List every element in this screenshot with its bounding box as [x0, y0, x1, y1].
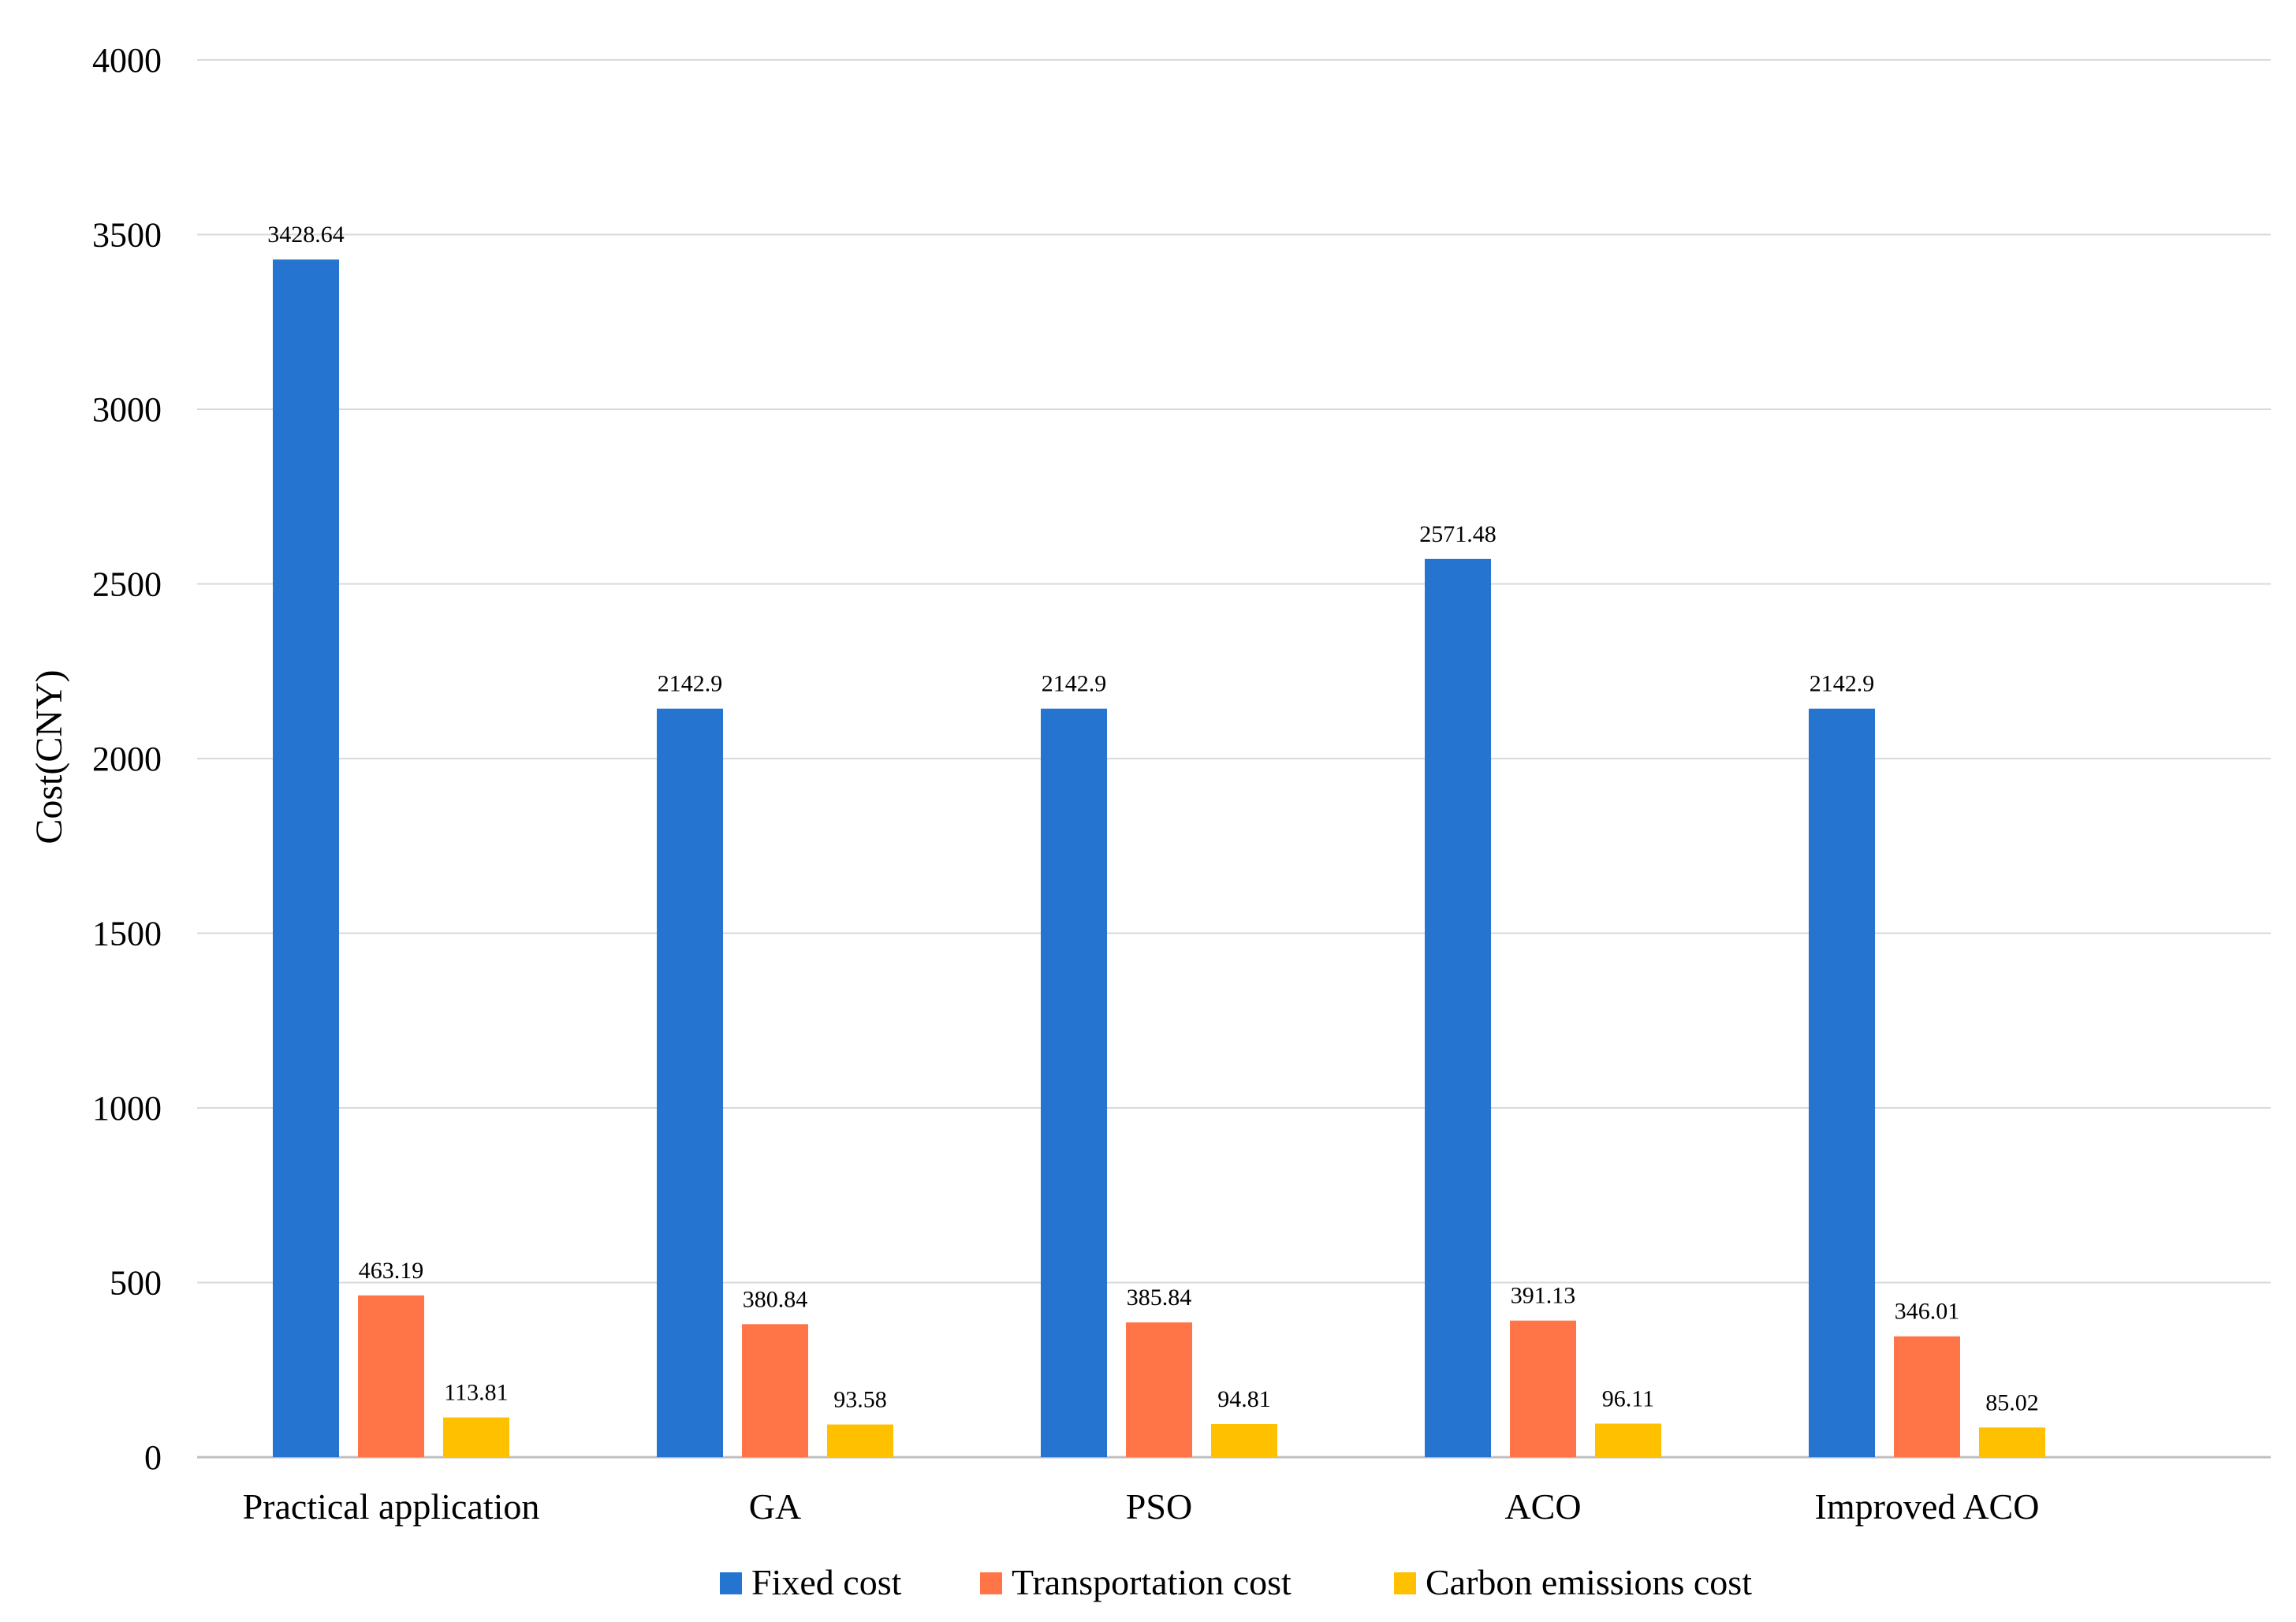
legend-label: Fixed cost	[751, 1562, 902, 1602]
legend-item-fixed-cost: Fixed cost	[720, 1562, 902, 1602]
data-label: 380.84	[743, 1286, 808, 1312]
data-labels: 3428.64 463.19 113.81 2142.9 380.84 93.58 2142…	[267, 222, 2039, 1415]
legend: Fixed cost Transportation cost Carbon emis…	[720, 1562, 1752, 1602]
x-axis-category-labels: Practical application GA PSO ACO Improved AC…	[243, 1486, 2040, 1527]
data-label: 2142.9	[658, 671, 723, 697]
bar-transportation-cost-1	[742, 1324, 808, 1457]
data-label: 85.02	[1985, 1389, 2039, 1415]
bars	[273, 259, 2045, 1457]
legend-item-carbon-emissions-cost: Carbon emissions cost	[1394, 1562, 1752, 1602]
x-category-label: Improved ACO	[1815, 1486, 2040, 1527]
y-tick-label: 0	[144, 1438, 162, 1477]
y-axis-tick-labels: 0 500 1000 1500 2000 2500 3000 3500 4000	[92, 41, 162, 1477]
y-tick-label: 500	[110, 1264, 162, 1303]
y-tick-label: 2000	[92, 740, 162, 778]
data-label: 93.58	[833, 1387, 887, 1413]
legend-swatch	[720, 1572, 742, 1594]
bar-transportation-cost-3	[1510, 1320, 1576, 1457]
data-label: 94.81	[1217, 1386, 1271, 1412]
data-label: 113.81	[444, 1380, 508, 1406]
y-tick-label: 3500	[92, 216, 162, 255]
data-label: 391.13	[1511, 1283, 1576, 1309]
y-tick-label: 3000	[92, 390, 162, 429]
bar-fixed-cost-0	[273, 259, 339, 1457]
x-category-label: GA	[749, 1486, 801, 1527]
legend-label: Transportation cost	[1012, 1562, 1292, 1602]
legend-label: Carbon emissions cost	[1426, 1562, 1752, 1602]
bar-fixed-cost-2	[1041, 708, 1107, 1457]
bar-fixed-cost-3	[1425, 558, 1491, 1457]
y-tick-label: 2500	[92, 565, 162, 604]
bar-transportation-cost-0	[358, 1295, 424, 1457]
bar-transportation-cost-4	[1894, 1336, 1960, 1457]
bar-carbon-emissions-cost-3	[1595, 1423, 1661, 1457]
legend-swatch	[980, 1572, 1002, 1594]
gridlines	[197, 59, 2271, 1459]
data-label: 385.84	[1127, 1285, 1192, 1311]
data-label: 346.01	[1895, 1299, 1960, 1325]
data-label: 96.11	[1602, 1385, 1654, 1411]
bar-transportation-cost-2	[1126, 1322, 1192, 1457]
bar-carbon-emissions-cost-4	[1979, 1427, 2045, 1457]
x-category-label: Practical application	[243, 1486, 540, 1527]
data-label: 2142.9	[1042, 671, 1107, 697]
bar-carbon-emissions-cost-0	[443, 1417, 509, 1457]
x-category-label: PSO	[1126, 1486, 1192, 1527]
y-axis-title: Cost(CNY)	[28, 669, 70, 844]
legend-swatch	[1394, 1572, 1416, 1594]
bar-carbon-emissions-cost-2	[1211, 1423, 1277, 1457]
data-label: 3428.64	[267, 222, 345, 248]
y-tick-label: 4000	[92, 41, 162, 80]
bar-fixed-cost-1	[657, 708, 723, 1457]
legend-item-transportation-cost: Transportation cost	[980, 1562, 1292, 1602]
data-label: 2571.48	[1419, 521, 1496, 547]
bar-carbon-emissions-cost-1	[827, 1424, 893, 1457]
data-label: 2142.9	[1810, 671, 1875, 697]
bar-fixed-cost-4	[1809, 708, 1875, 1457]
data-label: 463.19	[359, 1258, 424, 1284]
y-tick-label: 1000	[92, 1089, 162, 1128]
y-tick-label: 1500	[92, 915, 162, 953]
x-category-label: ACO	[1504, 1486, 1581, 1527]
